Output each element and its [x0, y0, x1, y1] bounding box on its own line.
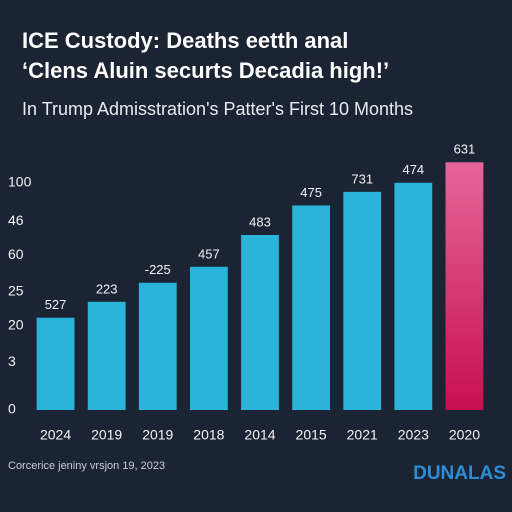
y-tick-label: 46 — [8, 212, 24, 228]
y-tick-label: 20 — [8, 317, 24, 333]
footer: Corcerice jeniny vrsjon 19, 2023 — [8, 460, 165, 472]
x-tick-label: 2014 — [244, 427, 275, 443]
x-tick-label: 2021 — [347, 427, 378, 443]
x-tick-label: 2019 — [142, 427, 173, 443]
chart-caption: In Trump Admisstration's Patter's First … — [22, 99, 413, 119]
value-label: 457 — [198, 246, 220, 261]
bar — [36, 317, 75, 410]
x-tick-label: 2020 — [449, 427, 480, 443]
bar — [241, 235, 279, 410]
x-tick-label: 2023 — [398, 427, 429, 443]
value-label: 474 — [402, 162, 424, 177]
x-tick-label: 2015 — [296, 427, 327, 443]
y-tick-label: 25 — [8, 283, 24, 299]
bar — [87, 301, 126, 410]
chart-subtitle: ‘Clens Aluin securts Decadia high!’ — [22, 58, 389, 83]
x-tick-label: 2024 — [40, 427, 71, 443]
x-tick-label: 2019 — [91, 427, 122, 443]
bar — [445, 162, 484, 410]
value-label: 475 — [300, 185, 322, 200]
bar — [292, 205, 331, 410]
bar — [138, 282, 177, 410]
x-tick-label: 2018 — [193, 427, 224, 443]
value-label: 527 — [45, 297, 67, 312]
bar — [343, 191, 382, 410]
y-tick-label: 0 — [8, 401, 16, 417]
value-label: 631 — [454, 142, 476, 157]
value-label: 483 — [249, 214, 271, 229]
y-tick-label: 3 — [8, 353, 16, 369]
chart-title: ICE Custody: Deaths eetth anal — [22, 28, 348, 53]
y-tick-label: 100 — [8, 173, 32, 189]
bar — [189, 266, 228, 410]
bar — [394, 182, 433, 410]
y-tick-label: 60 — [8, 246, 24, 262]
value-label: -225 — [145, 262, 171, 277]
logo: DUNALAS — [413, 463, 506, 484]
value-label: 223 — [96, 281, 118, 296]
value-label: 731 — [351, 171, 373, 186]
